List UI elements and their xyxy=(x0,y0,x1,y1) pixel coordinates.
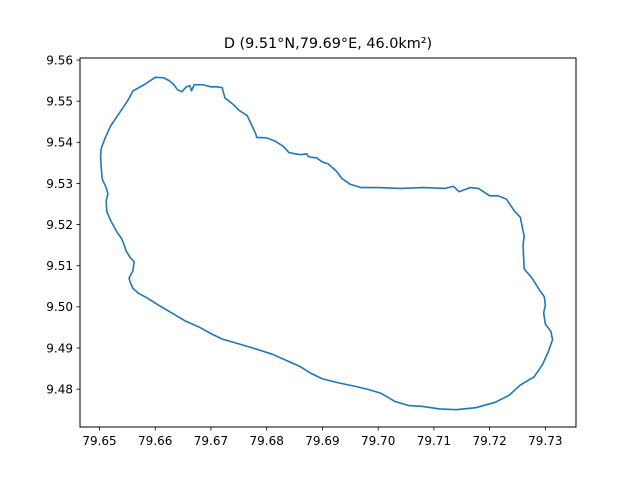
y-tick-label: 9.55 xyxy=(46,94,73,108)
y-axis: 9.48 9.49 9.50 9.51 9.52 9.53 9.54 9.55 9.56 xyxy=(46,53,80,396)
chart-title: D (9.51°N,79.69°E, 46.0km²) xyxy=(224,36,432,52)
y-tick-label: 9.51 xyxy=(46,259,73,273)
y-tick-label: 9.49 xyxy=(46,341,73,355)
y-tick-label: 9.50 xyxy=(46,300,73,314)
outline-series-line xyxy=(99,76,554,411)
x-tick-label: 79.67 xyxy=(194,434,228,448)
x-tick-label: 79.73 xyxy=(528,434,562,448)
x-tick-label: 79.70 xyxy=(361,434,395,448)
y-tick-label: 9.56 xyxy=(46,53,73,67)
x-tick-label: 79.71 xyxy=(417,434,451,448)
series-layer xyxy=(99,76,554,411)
y-tick-label: 9.48 xyxy=(46,382,73,396)
x-tick-label: 79.66 xyxy=(138,434,172,448)
x-tick-label: 79.69 xyxy=(305,434,339,448)
plot-area xyxy=(80,58,576,427)
x-axis: 79.65 79.66 79.67 79.68 79.69 79.70 79.71 79.72… xyxy=(82,427,563,448)
y-tick-label: 9.54 xyxy=(46,136,73,150)
x-tick-label: 79.65 xyxy=(82,434,116,448)
x-tick-label: 79.72 xyxy=(472,434,506,448)
y-tick-label: 9.52 xyxy=(46,218,73,232)
y-tick-label: 9.53 xyxy=(46,177,73,191)
plot-frame xyxy=(79,57,577,428)
x-tick-label: 79.68 xyxy=(250,434,284,448)
